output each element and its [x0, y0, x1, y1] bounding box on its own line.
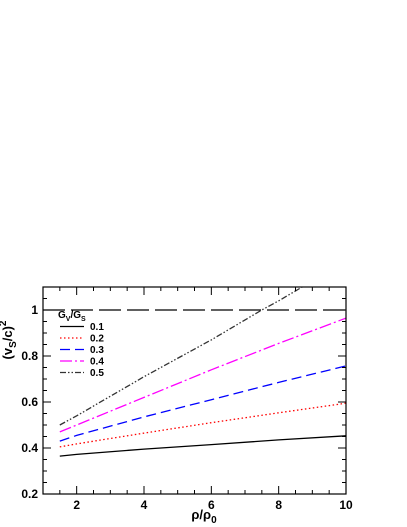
y-tick-label: 0.6	[21, 395, 38, 409]
y-axis-title-pre: (v	[0, 347, 15, 359]
legend-title: GV/GS	[58, 310, 86, 323]
legend-label-0.5: 0.5	[90, 368, 104, 379]
series-group	[59, 287, 346, 457]
x-axis-title-sub: 0	[211, 515, 217, 526]
legend: GV/GS 0.10.20.30.40.5	[58, 310, 104, 379]
series-line-0.4	[59, 317, 346, 433]
x-axis: 2 4 6 8 10	[42, 287, 353, 512]
legend-label-0.1: 0.1	[90, 322, 104, 333]
legend-title-sub1: V	[66, 316, 71, 323]
legend-title-sub2: S	[81, 316, 86, 323]
series-line-0.3	[59, 365, 346, 442]
y-tick-label: 0.4	[21, 441, 38, 455]
x-tick-label: 8	[275, 498, 282, 512]
y-axis-title: (vS/c)2	[0, 320, 19, 359]
y-axis-title-sub: S	[8, 341, 19, 348]
legend-label-0.2: 0.2	[90, 334, 104, 345]
series-line-0.2	[59, 402, 346, 448]
x-tick-label: 10	[339, 498, 353, 512]
x-tick-label: 4	[141, 498, 148, 512]
series-line-0.1	[59, 435, 346, 457]
y-tick-label: 1	[31, 303, 38, 317]
legend-title-sep: /G	[70, 310, 81, 321]
legend-label-0.3: 0.3	[90, 345, 104, 356]
x-axis-title-main: ρ/ρ	[191, 507, 211, 522]
x-axis-title: ρ/ρ0	[191, 507, 217, 526]
plot-frame	[42, 286, 347, 495]
x-tick-label: 2	[73, 498, 80, 512]
legend-label-0.4: 0.4	[90, 357, 104, 368]
y-axis: 0.2 0.4 0.6 0.8 1	[21, 286, 346, 501]
series-line-0.5	[59, 287, 303, 426]
y-axis-title-mid: /c)	[0, 326, 15, 341]
plot-content	[43, 287, 346, 457]
x-tick-label: 6	[208, 498, 215, 512]
y-axis-title-sup: 2	[0, 320, 9, 326]
y-tick-label: 0.2	[21, 487, 38, 501]
y-tick-label: 0.8	[21, 349, 38, 363]
legend-title-main: G	[58, 310, 66, 321]
